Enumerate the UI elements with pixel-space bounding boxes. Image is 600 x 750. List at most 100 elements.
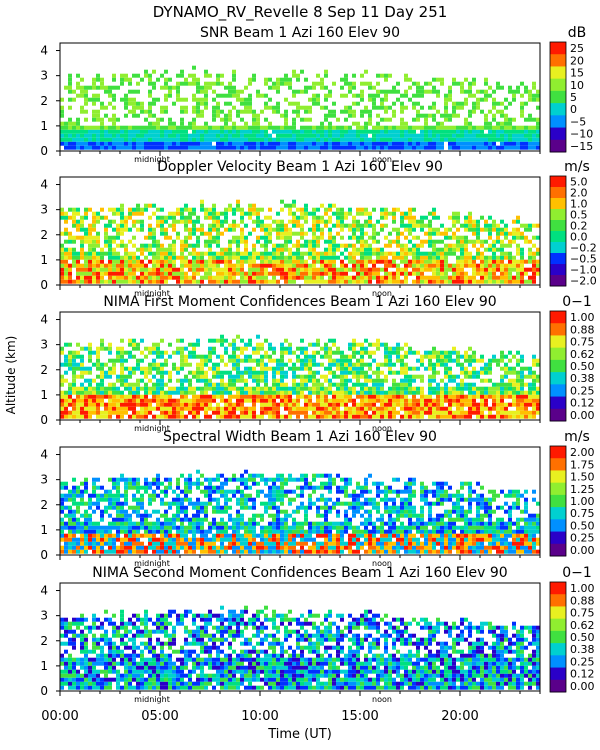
heatmap-cell	[208, 259, 212, 264]
heatmap-cell	[80, 243, 84, 248]
heatmap-cell	[384, 129, 388, 134]
heatmap-cell	[436, 227, 440, 232]
heatmap-cell	[476, 231, 480, 236]
heatmap-cell	[280, 382, 284, 387]
heatmap-cell	[216, 267, 220, 272]
heatmap-cell	[124, 366, 128, 371]
heatmap-cell	[60, 517, 64, 522]
heatmap-cell	[276, 414, 280, 419]
heatmap-cell	[228, 93, 232, 98]
heatmap-cell	[420, 89, 424, 94]
heatmap-cell	[60, 497, 64, 502]
heatmap-cell	[480, 259, 484, 264]
heatmap-cell	[140, 263, 144, 268]
heatmap-cell	[432, 239, 436, 244]
heatmap-cell	[132, 89, 136, 94]
heatmap-cell	[508, 271, 512, 276]
colorbar-tick-label: −15	[570, 140, 593, 153]
heatmap-cell	[60, 398, 64, 403]
heatmap-cell	[112, 275, 116, 280]
heatmap-cell	[340, 207, 344, 212]
heatmap-cell	[132, 243, 136, 248]
heatmap-cell	[376, 93, 380, 98]
heatmap-cell	[448, 227, 452, 232]
heatmap-cell	[520, 93, 524, 98]
heatmap-cell	[224, 390, 228, 395]
heatmap-cell	[476, 267, 480, 272]
heatmap-cell	[432, 211, 436, 216]
heatmap-cell	[524, 223, 528, 228]
heatmap-cell	[128, 370, 132, 375]
heatmap-cell	[432, 105, 436, 110]
heatmap-cell	[128, 414, 132, 419]
heatmap-cell	[376, 414, 380, 419]
heatmap-cell	[328, 239, 332, 244]
heatmap-cell	[64, 239, 68, 244]
heatmap-cell	[308, 125, 312, 130]
heatmap-cell	[120, 97, 124, 102]
heatmap-cell	[204, 211, 208, 216]
heatmap-cell	[368, 255, 372, 260]
heatmap-cell	[512, 398, 516, 403]
heatmap-cell	[172, 141, 176, 146]
heatmap-cell	[380, 406, 384, 411]
heatmap-cell	[232, 366, 236, 371]
heatmap-cell	[220, 342, 224, 347]
heatmap-cell	[184, 354, 188, 359]
heatmap-cell	[72, 382, 76, 387]
heatmap-cell	[344, 109, 348, 114]
heatmap-cell	[304, 117, 308, 122]
heatmap-cell	[412, 137, 416, 142]
heatmap-cell	[284, 77, 288, 82]
heatmap-cell	[436, 370, 440, 375]
heatmap-cell	[168, 133, 172, 138]
heatmap-cell	[448, 137, 452, 142]
heatmap-cell	[224, 207, 228, 212]
heatmap-cell	[80, 406, 84, 411]
heatmap-cell	[248, 141, 252, 146]
heatmap-cell	[500, 358, 504, 363]
heatmap-cell	[276, 394, 280, 399]
heatmap-cell	[188, 350, 192, 355]
heatmap-cell	[480, 279, 484, 284]
heatmap-cell	[124, 243, 128, 248]
heatmap-cell	[500, 109, 504, 114]
heatmap-cell	[244, 251, 248, 256]
heatmap-cell	[420, 215, 424, 220]
heatmap-cell	[336, 414, 340, 419]
heatmap-cell	[240, 89, 244, 94]
heatmap-cell	[136, 402, 140, 407]
heatmap-cell	[380, 378, 384, 383]
heatmap-cell	[120, 145, 124, 150]
heatmap-cell	[204, 402, 208, 407]
heatmap-cell	[380, 394, 384, 399]
heatmap-cell	[248, 275, 252, 280]
heatmap-cell	[340, 93, 344, 98]
heatmap-cell	[372, 271, 376, 276]
heatmap-cell	[308, 374, 312, 379]
heatmap-cell	[532, 263, 536, 268]
heatmap-cell	[208, 271, 212, 276]
heatmap-cell	[432, 141, 436, 146]
heatmap-cell	[204, 394, 208, 399]
heatmap-cell	[452, 346, 456, 351]
heatmap-cell	[264, 81, 268, 86]
heatmap-cell	[172, 255, 176, 260]
heatmap-cell	[364, 247, 368, 252]
heatmap-cell	[328, 133, 332, 138]
heatmap-cell	[304, 133, 308, 138]
heatmap-cell	[208, 354, 212, 359]
heatmap-cell	[268, 145, 272, 150]
heatmap-cell	[472, 402, 476, 407]
heatmap-cell	[108, 279, 112, 284]
heatmap-cell	[120, 125, 124, 130]
heatmap-cell	[476, 374, 480, 379]
heatmap-cell	[464, 263, 468, 268]
heatmap-cell	[264, 338, 268, 343]
heatmap-cell	[116, 243, 120, 248]
heatmap-cell	[248, 97, 252, 102]
heatmap-cell	[240, 211, 244, 216]
heatmap-cell	[492, 129, 496, 134]
heatmap-cell	[420, 219, 424, 224]
heatmap-cell	[384, 223, 388, 228]
